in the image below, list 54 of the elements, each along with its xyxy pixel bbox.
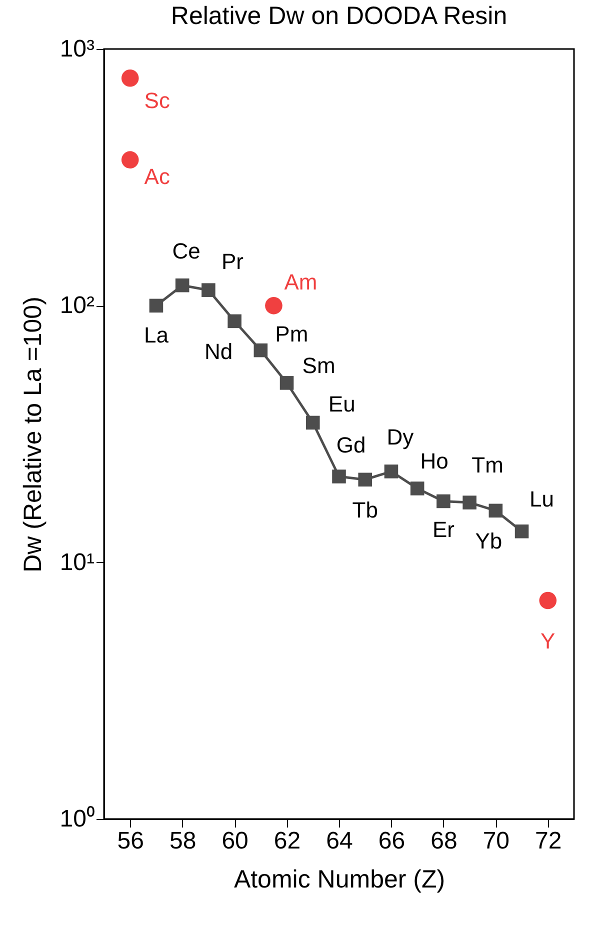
annotation: Y (540, 628, 556, 654)
point (280, 376, 294, 390)
point (228, 314, 242, 328)
point (462, 496, 476, 510)
annotation: Am (284, 270, 318, 295)
x-tick-label: 66 (378, 828, 406, 854)
chart-title: Relative Dw on DOODA Resin (170, 2, 508, 30)
annotation: La (144, 322, 170, 348)
point (149, 298, 164, 313)
point (514, 524, 529, 538)
annotation: Sc (144, 88, 170, 114)
point (254, 343, 268, 358)
annotation: Pm (275, 321, 308, 346)
annotation: Pr (221, 249, 244, 274)
point (175, 278, 190, 292)
x-tick-label: 68 (430, 828, 458, 854)
x-tick-label: 70 (482, 828, 510, 854)
x-tick-label: 58 (169, 828, 196, 854)
point (202, 283, 216, 297)
y-tick-label: 10² (60, 292, 95, 320)
y-tick-label: 10³ (60, 36, 95, 62)
point (488, 504, 503, 518)
y-tick-label: 10¹ (60, 548, 95, 576)
annotation: Lu (530, 486, 554, 512)
point (436, 494, 450, 508)
annotation: Yb (475, 528, 502, 554)
annotation: Ce (172, 238, 200, 264)
point (265, 297, 282, 314)
y-axis-title: Dw (Relative to La =100) (18, 296, 47, 572)
point (332, 470, 346, 484)
x-tick-label: 60 (222, 828, 248, 854)
annotation: Tb (352, 498, 378, 523)
point (358, 472, 372, 487)
annotation: Gd (336, 432, 366, 458)
annotation: Nd (204, 339, 233, 364)
annotation: Ho (420, 448, 448, 474)
x-tick-label: 72 (535, 828, 562, 854)
annotation: Dy (386, 424, 414, 450)
x-tick-label: 62 (274, 828, 301, 854)
point (384, 464, 398, 478)
point (539, 592, 557, 610)
x-axis-title: Atomic Number (Z) (234, 866, 446, 894)
y-tick-label: 10⁰ (60, 806, 94, 832)
annotation: Eu (328, 392, 356, 417)
annotation: Ac (144, 164, 170, 189)
annotation: Tm (472, 452, 504, 478)
annotation: Sm (302, 352, 336, 378)
point (306, 416, 320, 430)
x-tick-label: 56 (117, 828, 144, 854)
x-tick-label: 64 (326, 828, 353, 854)
point (121, 69, 139, 87)
point (121, 151, 139, 168)
annotation: Er (432, 517, 454, 542)
point (410, 482, 424, 496)
